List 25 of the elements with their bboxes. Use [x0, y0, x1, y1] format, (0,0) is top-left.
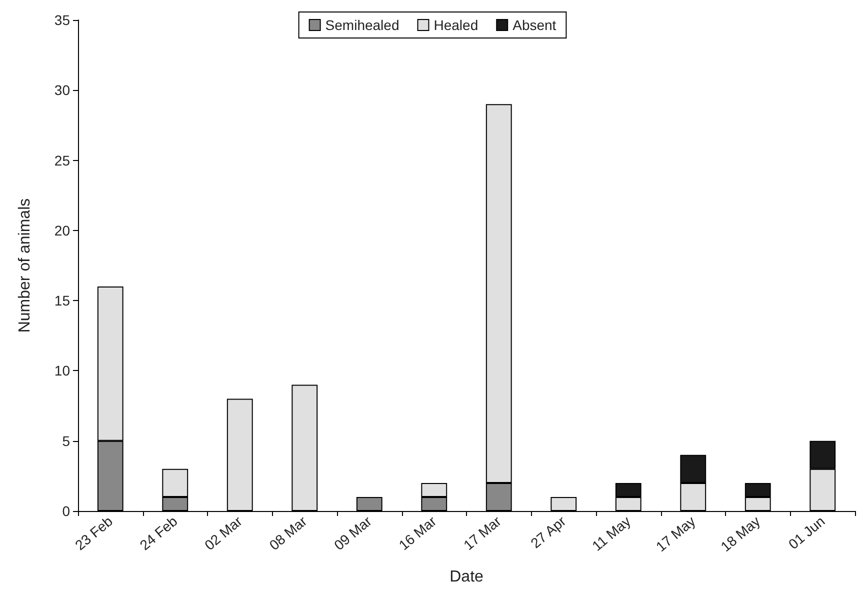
x-tick-label: 11 May [588, 512, 634, 554]
y-tick-label: 35 [54, 12, 70, 28]
y-tick-label: 15 [54, 292, 70, 309]
y-tick-label: 25 [54, 152, 70, 168]
x-tick-label: 08 Mar [266, 512, 310, 554]
y-tick-label: 10 [54, 362, 70, 379]
legend-label: Healed [434, 17, 478, 33]
x-tick-label: 23 Feb [72, 512, 116, 554]
x-tick-label: 09 Mar [330, 512, 375, 554]
x-axis-title: Date [450, 568, 484, 586]
x-tick-label: 17 May [652, 512, 698, 555]
x-tick-label: 17 Mar [460, 512, 504, 554]
y-axis-title: Number of animals [16, 198, 34, 333]
y-tick-label: 5 [62, 432, 70, 449]
y-tick-label: 30 [54, 82, 70, 98]
x-tick-label: 16 Mar [396, 512, 440, 554]
x-tick-label: 02 Mar [201, 512, 246, 554]
legend-label: Semihealed [325, 17, 400, 33]
y-tick-label: 20 [54, 222, 70, 238]
x-tick-label: 18 May [718, 512, 764, 555]
x-tick-label: 01 Jun [785, 512, 828, 552]
legend-label: Absent [512, 17, 556, 33]
y-tick-label: 0 [62, 503, 70, 519]
x-tick-label: 24 Feb [136, 512, 180, 554]
x-tick-label: 27 Apr [527, 512, 570, 552]
